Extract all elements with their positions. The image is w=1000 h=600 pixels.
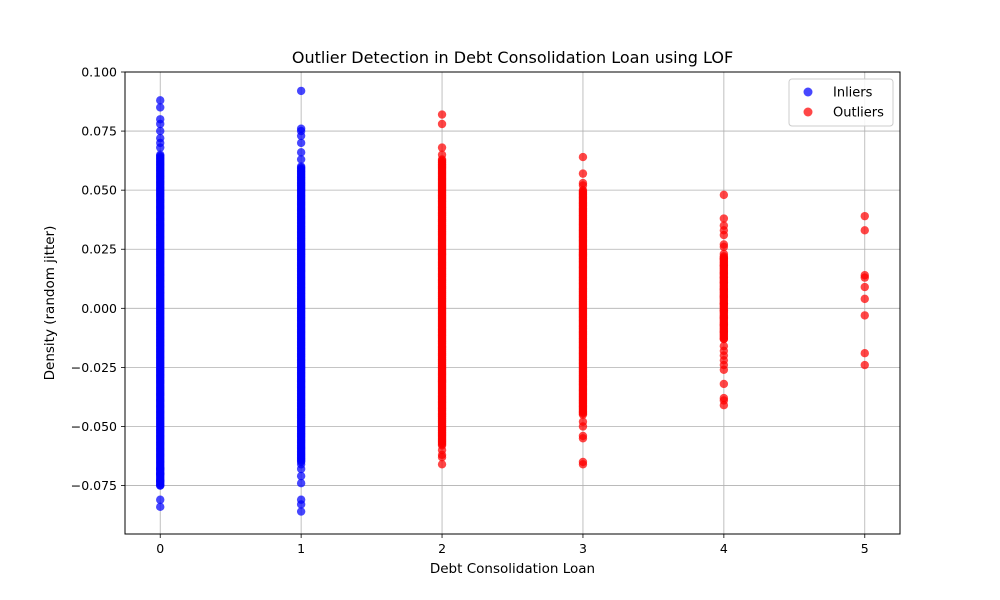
x-tick-label: 2	[438, 541, 446, 556]
y-tick-label: 0.075	[81, 124, 117, 139]
data-point	[860, 294, 869, 304]
data-point	[296, 148, 306, 157]
axis-ticks: 0 1 2 3 4 5 −0.075 −0.050 −0.025 0.000 0.025 0.050 0…	[71, 65, 869, 557]
data-point	[156, 150, 165, 159]
data-point	[156, 469, 165, 478]
data-point	[296, 86, 306, 96]
data-point	[860, 226, 869, 235]
data-point	[578, 460, 588, 469]
data-point	[860, 311, 869, 320]
data-point	[156, 96, 165, 105]
data-point	[156, 126, 165, 136]
data-point	[719, 242, 729, 252]
data-point	[719, 401, 729, 410]
data-point	[719, 230, 729, 240]
legend-marker-outliers	[803, 107, 813, 117]
x-axis-label: Debt Consolidation Loan	[430, 561, 595, 577]
data-point	[578, 181, 588, 190]
data-point	[719, 379, 729, 389]
data-point	[437, 460, 447, 469]
data-point	[719, 261, 729, 270]
data-point	[719, 306, 729, 315]
legend-label-outliers: Outliers	[833, 106, 884, 121]
data-point	[719, 292, 729, 301]
data-point	[719, 334, 729, 344]
legend-label-inliers: Inliers	[833, 86, 873, 101]
data-point	[296, 138, 306, 148]
data-point	[296, 507, 306, 516]
data-point	[860, 282, 869, 292]
data-point	[719, 313, 729, 322]
y-tick-label: 0.050	[81, 183, 117, 198]
data-point	[578, 422, 588, 431]
data-point	[296, 155, 306, 164]
data-point	[437, 110, 447, 119]
data-point	[156, 495, 165, 504]
data-point	[296, 500, 306, 509]
data-point	[296, 471, 306, 481]
data-point	[156, 143, 165, 152]
y-axis-label: Density (random jitter)	[42, 226, 58, 381]
data-point	[437, 119, 447, 129]
data-point	[860, 211, 869, 221]
data-points	[156, 86, 869, 516]
plot-frame	[124, 71, 901, 535]
data-point	[719, 254, 729, 263]
y-tick-label: −0.075	[71, 478, 117, 493]
x-tick-label: 3	[579, 541, 587, 556]
data-point	[296, 131, 306, 141]
series-inliers	[156, 86, 306, 516]
data-point	[719, 214, 729, 223]
x-tick-label: 4	[720, 541, 728, 556]
chart-title: Outlier Detection in Debt Consolidation …	[292, 48, 733, 67]
data-point	[578, 169, 588, 178]
data-point	[719, 285, 729, 294]
data-point	[156, 502, 165, 512]
data-point	[860, 273, 869, 282]
y-tick-label: −0.025	[71, 360, 117, 375]
y-tick-label: 0.025	[81, 242, 117, 257]
y-tick-label: 0.000	[81, 301, 117, 316]
data-point	[860, 360, 869, 370]
series-outliers	[437, 110, 869, 469]
x-tick-label: 1	[297, 541, 305, 556]
data-point	[719, 320, 729, 330]
data-point	[719, 190, 729, 200]
data-point	[296, 464, 306, 474]
legend-box	[788, 78, 894, 127]
data-point	[719, 327, 729, 337]
data-point	[156, 103, 165, 112]
data-point	[719, 278, 729, 287]
legend-marker-inliers	[803, 87, 813, 97]
x-tick-label: 0	[156, 541, 164, 556]
data-point	[719, 299, 729, 308]
data-point	[578, 434, 588, 443]
x-tick-label: 5	[861, 541, 869, 556]
data-point	[296, 478, 306, 488]
data-point	[719, 365, 729, 374]
data-point	[860, 349, 869, 358]
y-tick-label: 0.100	[81, 65, 117, 80]
data-point	[437, 150, 447, 159]
data-point	[437, 143, 447, 152]
data-point	[578, 152, 588, 162]
data-point	[437, 452, 447, 462]
data-point	[296, 162, 306, 171]
data-point	[156, 481, 165, 490]
legend: Inliers Outliers	[788, 78, 894, 127]
data-point	[156, 119, 165, 129]
y-tick-label: −0.050	[71, 419, 117, 434]
